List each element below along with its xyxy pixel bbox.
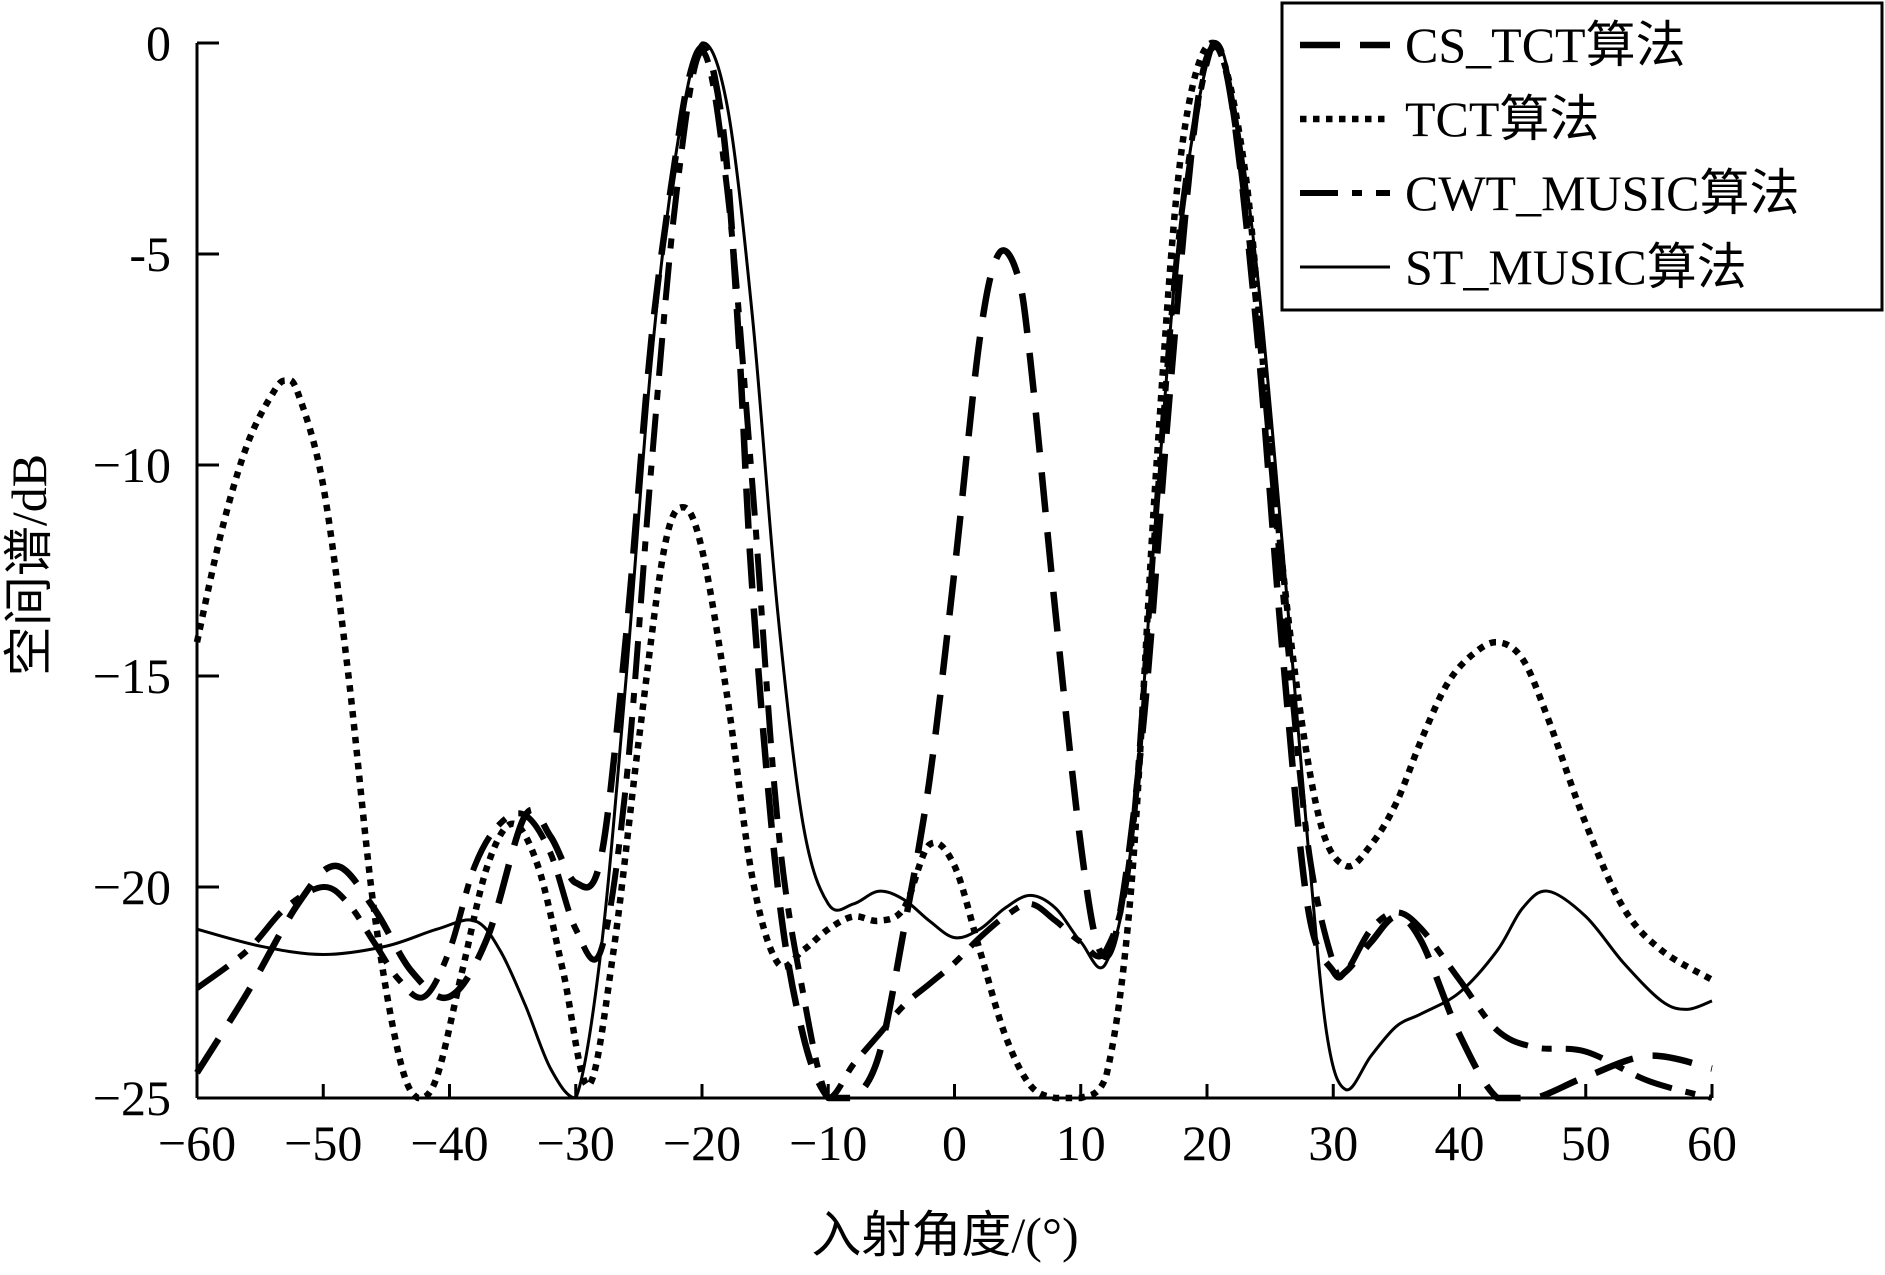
x-tick-label: −60 xyxy=(158,1115,236,1171)
y-tick-label: −15 xyxy=(93,648,171,704)
y-tick-label: −25 xyxy=(93,1070,171,1126)
series-line-2 xyxy=(193,39,1714,1102)
x-tick-label: 10 xyxy=(1056,1115,1106,1171)
x-tick-label: −30 xyxy=(537,1115,615,1171)
y-tick-label: −10 xyxy=(93,437,171,493)
series-line-1 xyxy=(194,43,1713,1102)
legend-label-2: TCT算法 xyxy=(1405,91,1599,147)
y-axis-label: 空间谱/dB xyxy=(1,454,57,676)
x-tick-label: 20 xyxy=(1182,1115,1232,1171)
x-tick-label: 30 xyxy=(1308,1115,1358,1171)
legend: CS_TCT算法 TCT算法 CWT_MUSIC算法 ST_MUSIC算法 xyxy=(1280,1,1884,312)
x-tick-label: 60 xyxy=(1687,1115,1737,1171)
x-tick-label: 50 xyxy=(1561,1115,1611,1171)
legend-label-3: CWT_MUSIC算法 xyxy=(1405,165,1799,221)
x-tick-label: −10 xyxy=(789,1115,867,1171)
series-line-3 xyxy=(195,39,1713,1101)
series-lines xyxy=(193,39,1714,1102)
x-tick-label: 40 xyxy=(1435,1115,1485,1171)
legend-box xyxy=(1280,1,1884,312)
x-axis-label: 入射角度/(°) xyxy=(811,1207,1078,1263)
x-tick-label: −40 xyxy=(410,1115,488,1171)
y-tick-label: -5 xyxy=(129,226,171,282)
x-tick-label: −20 xyxy=(663,1115,741,1171)
x-tick-label: −50 xyxy=(284,1115,362,1171)
y-tick-label: 0 xyxy=(146,15,171,71)
x-tick-label: 0 xyxy=(942,1115,967,1171)
y-tick-label: −20 xyxy=(93,859,171,915)
legend-label-4: ST_MUSIC算法 xyxy=(1405,239,1747,295)
series-line-4 xyxy=(196,41,1713,1100)
legend-label-1: CS_TCT算法 xyxy=(1405,17,1686,73)
axes: −60 −50 −40 −30 −20 −10 0 10 20 30 40 50 60 0 -5 −10 −15… xyxy=(93,15,1737,1171)
